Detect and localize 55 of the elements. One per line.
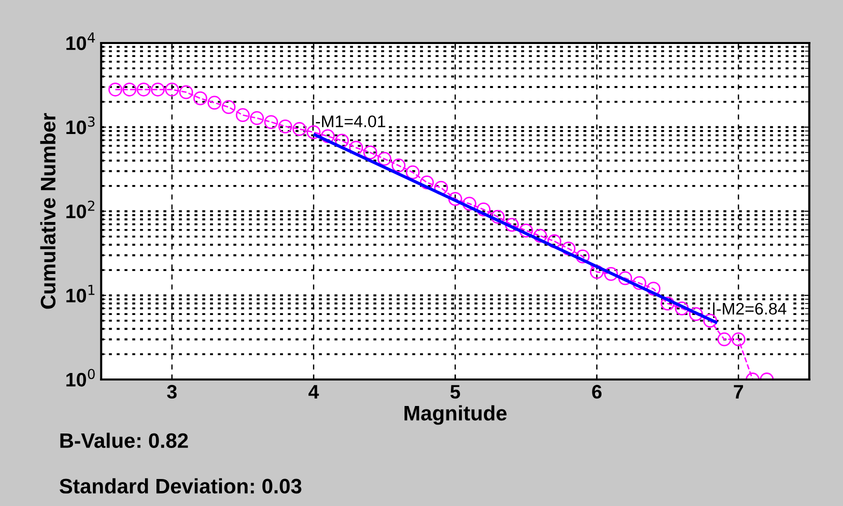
y-tick-label: 10$^{4}$ bbox=[66, 32, 95, 50]
point bbox=[392, 158, 406, 172]
point bbox=[264, 115, 278, 129]
y-tick-label: 10$^{2}$ bbox=[66, 200, 94, 218]
x-tick-label: 7 bbox=[734, 385, 744, 398]
point bbox=[278, 119, 292, 134]
point bbox=[576, 250, 590, 264]
text: B-Value: 0.82 bbox=[60, 432, 188, 448]
point bbox=[519, 224, 533, 238]
point bbox=[504, 218, 519, 232]
point bbox=[674, 301, 689, 316]
point bbox=[632, 276, 646, 290]
text: Standard Deviation: 0.03 bbox=[60, 478, 302, 494]
point bbox=[179, 85, 194, 100]
point bbox=[604, 266, 618, 281]
point bbox=[150, 82, 165, 96]
point bbox=[717, 332, 732, 346]
point bbox=[377, 152, 392, 166]
point bbox=[618, 271, 632, 286]
point bbox=[236, 108, 250, 122]
y-axis-title: Cumulative Number bbox=[40, 113, 56, 309]
y-tick-label: 10$^{1}$ bbox=[66, 284, 94, 302]
point bbox=[562, 242, 576, 256]
point bbox=[292, 122, 306, 136]
point bbox=[250, 111, 264, 126]
point bbox=[646, 282, 660, 296]
point bbox=[193, 91, 208, 106]
point bbox=[490, 210, 505, 224]
x-axis-title: Magnitude bbox=[404, 405, 507, 425]
point bbox=[732, 332, 746, 346]
point bbox=[208, 96, 222, 110]
point bbox=[590, 264, 604, 279]
point bbox=[476, 202, 490, 216]
x-tick-label: 6 bbox=[592, 384, 602, 399]
point bbox=[533, 228, 548, 243]
point bbox=[363, 146, 378, 160]
point bbox=[420, 176, 434, 190]
y-tick-label: 10$^{0}$ bbox=[66, 368, 95, 387]
point bbox=[448, 192, 462, 206]
point bbox=[122, 82, 136, 96]
annotation: |-M2=6.84 bbox=[713, 302, 786, 318]
point bbox=[462, 196, 476, 211]
point bbox=[660, 296, 675, 310]
annotation: |-M1=4.01 bbox=[312, 115, 386, 131]
point bbox=[406, 165, 420, 180]
point bbox=[165, 82, 179, 96]
x-tick-label: 4 bbox=[308, 385, 319, 398]
point bbox=[222, 100, 236, 114]
y-tick-label: 10$^{3}$ bbox=[66, 116, 95, 134]
x-tick-label: 5 bbox=[450, 385, 460, 399]
point bbox=[108, 82, 122, 96]
point bbox=[689, 307, 703, 321]
point bbox=[547, 234, 562, 248]
point bbox=[136, 82, 151, 96]
x-tick-label: 3 bbox=[167, 384, 177, 399]
